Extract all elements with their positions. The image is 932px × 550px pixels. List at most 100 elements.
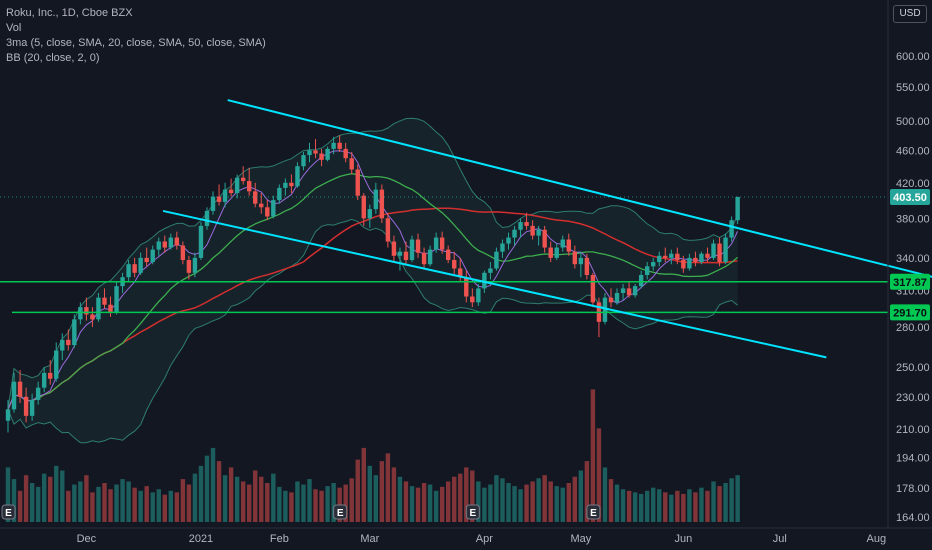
price-tick-label: 280.00 — [896, 322, 930, 334]
candle-body — [114, 286, 119, 312]
volume-bar — [663, 492, 668, 522]
volume-bar — [295, 481, 300, 522]
volume-bar — [669, 494, 674, 522]
candle-body — [705, 253, 710, 258]
volume-bar — [536, 478, 541, 522]
price-tick-label: 380.00 — [896, 213, 930, 225]
price-badge-label: 403.50 — [893, 192, 927, 204]
volume-bar — [681, 493, 686, 522]
volume-bar — [578, 470, 584, 522]
candle-body — [614, 293, 620, 303]
volume-bar — [566, 483, 571, 522]
volume-bar — [590, 389, 596, 522]
price-badge-bg — [890, 304, 930, 321]
volume-bar — [265, 483, 270, 522]
candle-body — [409, 239, 415, 260]
event-badge — [465, 504, 480, 520]
volume-bar — [476, 481, 481, 522]
candle-body — [729, 220, 734, 238]
candle-body — [132, 264, 137, 273]
volume-bar — [421, 483, 427, 522]
volume-bar — [331, 483, 336, 522]
volume-bar — [409, 486, 415, 522]
event-badge — [333, 504, 348, 520]
candle-body — [578, 257, 584, 265]
candle-body — [723, 237, 728, 263]
candle-body — [439, 237, 445, 250]
candle-body — [108, 304, 113, 312]
candle-body — [620, 288, 626, 294]
price-badge-label: 317.87 — [893, 277, 927, 289]
candle-body — [259, 203, 264, 208]
volume-bar — [126, 481, 131, 522]
volume-bar — [675, 490, 680, 522]
candle-body — [180, 245, 186, 260]
volume-bar — [301, 484, 306, 522]
price-tick-label: 250.00 — [896, 362, 930, 374]
price-badge: 403.50 — [890, 189, 930, 206]
volume-bar — [445, 481, 451, 522]
candle-body — [602, 297, 608, 322]
candle-body — [687, 257, 692, 269]
volume-bar — [60, 470, 65, 522]
volume-bar — [518, 489, 523, 522]
volume-bar — [439, 486, 445, 522]
candle-body — [349, 158, 354, 170]
event-label: E — [337, 508, 344, 519]
volume-bar — [23, 475, 29, 522]
volume-bar — [29, 483, 35, 522]
candle-body — [343, 148, 348, 159]
trend-channel[interactable] — [162, 99, 932, 359]
earnings-event-icon: E — [586, 504, 601, 520]
volume-bar — [572, 476, 578, 522]
candle-body — [265, 207, 270, 217]
earnings-event-icon: E — [333, 504, 348, 520]
candle-body — [717, 243, 722, 263]
volume-bar — [17, 490, 23, 522]
candle-body — [331, 142, 336, 149]
volume-bar — [271, 473, 276, 522]
volume-bar — [283, 490, 288, 522]
candle-body — [584, 257, 590, 276]
volume-bar — [319, 490, 324, 522]
price-badges: 403.50 317.87 291.70 — [890, 189, 930, 321]
candle-body — [560, 239, 565, 248]
volume-bar — [198, 465, 204, 522]
candle-body — [373, 189, 379, 210]
candle-body — [240, 177, 246, 182]
candle-body — [5, 409, 11, 421]
candle-body — [234, 177, 240, 194]
indicator-bollinger: BB (20, close, 2, 0) — [6, 52, 100, 64]
candle-body — [144, 257, 149, 263]
price-tick-label: 340.00 — [896, 253, 930, 265]
candle-body — [367, 209, 372, 219]
time-tick-label: Feb — [270, 533, 289, 545]
volume-bar — [84, 475, 89, 522]
volume-bar — [488, 484, 493, 522]
price-badge-bg — [890, 273, 930, 290]
volume-bar — [638, 493, 644, 522]
volume-bar — [313, 489, 318, 522]
volume-bar — [192, 473, 198, 522]
candle-body — [518, 222, 523, 230]
candle-body — [301, 155, 306, 167]
candle-body — [84, 307, 89, 315]
candle-body — [186, 259, 192, 273]
currency-button[interactable]: USD — [893, 5, 927, 23]
volume-bar — [66, 490, 71, 522]
candle-body — [379, 189, 385, 219]
horizontal-levels[interactable] — [0, 196, 888, 314]
candle-body — [319, 153, 324, 160]
time-tick-label: Aug — [867, 533, 887, 545]
volume-bar — [524, 484, 529, 522]
volume-bar — [259, 476, 264, 522]
volume-bar — [156, 489, 161, 522]
candle-body — [35, 387, 41, 400]
volume-bar — [228, 467, 234, 522]
candle-body — [638, 275, 644, 287]
candle-body — [216, 196, 222, 202]
volume-bar — [5, 467, 11, 522]
